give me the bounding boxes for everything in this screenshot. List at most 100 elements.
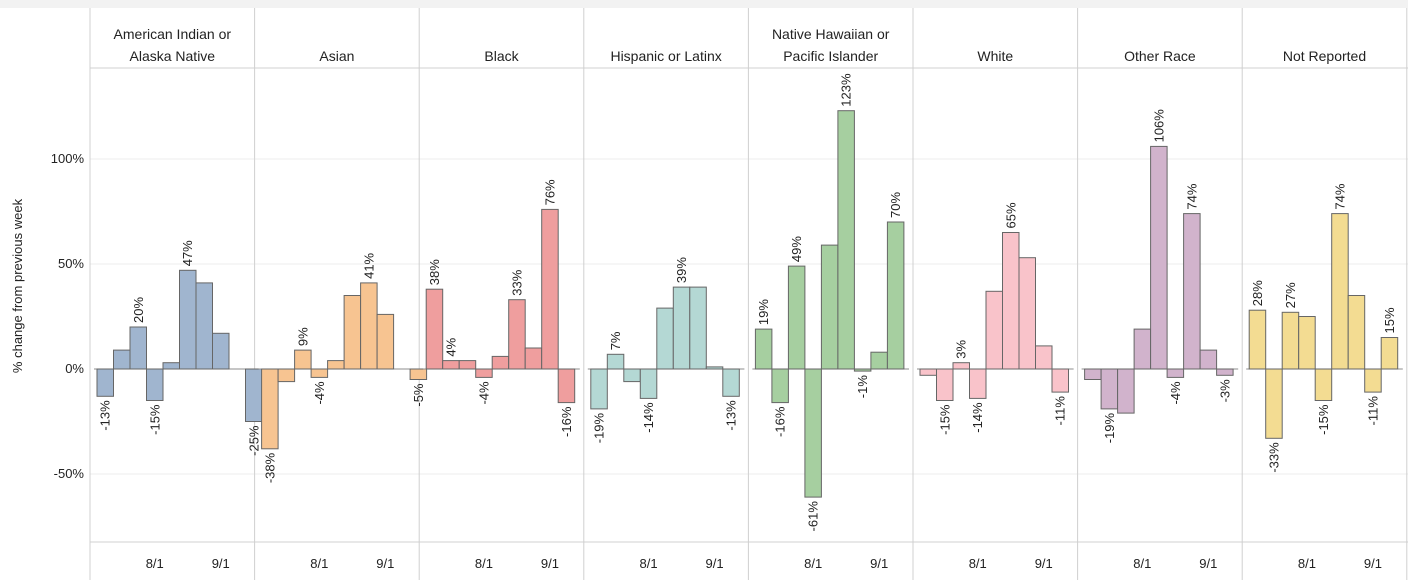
bar: [96, 368, 114, 397]
bar: [1281, 311, 1300, 370]
data-label: 28%: [1250, 280, 1265, 306]
data-label: 7%: [608, 331, 623, 350]
data-label: 76%: [542, 179, 557, 205]
bar: [754, 328, 773, 370]
data-label: -3%: [1217, 379, 1232, 403]
bar: [1100, 368, 1119, 410]
bar: [1380, 337, 1399, 370]
bar: [1117, 368, 1135, 414]
data-label: -4%: [476, 381, 491, 405]
data-label: -25%: [246, 425, 261, 456]
panel-title-line2: Black: [484, 48, 519, 64]
bar: [1183, 213, 1201, 370]
data-label: 41%: [361, 252, 376, 278]
bar: [261, 368, 279, 450]
x-tick-label: 8/1: [804, 556, 822, 571]
data-label: 20%: [131, 297, 146, 323]
bar: [245, 368, 263, 422]
panel-title-line2: Asian: [319, 48, 354, 64]
panel-title-line2: Other Race: [1124, 48, 1196, 64]
data-label: -19%: [1102, 412, 1117, 443]
data-label: 3%: [954, 339, 969, 358]
bar: [212, 332, 230, 370]
data-label: -15%: [1316, 404, 1331, 435]
bar: [113, 349, 131, 370]
bar: [606, 353, 625, 370]
panel-title-line1: American Indian or: [114, 26, 232, 42]
data-label: -13%: [724, 400, 739, 431]
bar: [590, 368, 608, 410]
bar: [804, 368, 822, 498]
x-tick-label: 8/1: [1133, 556, 1151, 571]
bar: [310, 368, 329, 378]
bar: [458, 360, 477, 370]
bar: [327, 360, 345, 370]
bar: [837, 110, 855, 370]
data-label: -15%: [147, 404, 162, 435]
x-tick-label: 8/1: [1298, 556, 1316, 571]
bar: [294, 349, 312, 370]
x-tick-label: 9/1: [1199, 556, 1217, 571]
x-tick-label: 8/1: [310, 556, 328, 571]
data-label: -38%: [262, 452, 277, 483]
panel-title-line1: Native Hawaiian or: [772, 26, 890, 42]
data-label: -61%: [806, 501, 821, 532]
data-label: -11%: [1365, 396, 1380, 426]
x-tick-label: 9/1: [376, 556, 394, 571]
x-tick-label: 9/1: [541, 556, 559, 571]
data-label: -15%: [937, 404, 952, 435]
data-label: 39%: [674, 257, 689, 283]
data-label: 106%: [1151, 109, 1166, 143]
bar: [442, 360, 460, 370]
bar: [1035, 345, 1053, 370]
bar: [705, 366, 724, 370]
bar: [639, 368, 658, 399]
panel-title-line2: Hispanic or Latinx: [610, 48, 721, 64]
data-label: -11%: [1053, 396, 1068, 426]
bar: [1018, 257, 1036, 370]
bar: [1364, 368, 1382, 393]
bar: [985, 290, 1003, 370]
data-label: -5%: [411, 383, 426, 407]
bar: [524, 347, 543, 370]
data-label: -14%: [970, 402, 985, 433]
bar: [1248, 309, 1267, 370]
x-tick-label: 8/1: [640, 556, 658, 571]
data-label: -13%: [98, 400, 113, 431]
bar: [1084, 368, 1102, 380]
x-tick-label: 9/1: [706, 556, 724, 571]
x-tick-label: 9/1: [1364, 556, 1382, 571]
bar: [672, 286, 691, 370]
bar: [1265, 368, 1283, 439]
data-label: -16%: [773, 406, 788, 437]
panel-title-line2: White: [977, 48, 1013, 64]
data-label: -4%: [312, 381, 327, 405]
bar: [1199, 349, 1218, 370]
bar: [1150, 145, 1168, 370]
bar: [491, 355, 510, 370]
bar: [1133, 328, 1152, 370]
data-label: -1%: [855, 375, 870, 399]
bar: [1002, 232, 1020, 370]
data-label: -33%: [1266, 442, 1281, 473]
bar: [1216, 368, 1234, 376]
x-tick-label: 9/1: [212, 556, 230, 571]
bar: [195, 282, 213, 370]
data-label: -14%: [641, 402, 656, 433]
data-label: 33%: [509, 269, 524, 295]
bar: [508, 299, 526, 370]
bar: [870, 351, 888, 370]
data-label: 74%: [1184, 183, 1199, 209]
bar: [787, 265, 806, 370]
data-label: 9%: [295, 327, 310, 346]
bar: [952, 362, 970, 370]
bar: [557, 368, 576, 404]
x-tick-label: 9/1: [1035, 556, 1053, 571]
bar: [409, 368, 428, 380]
panel-title-line2: Pacific Islander: [783, 48, 878, 64]
data-label: 65%: [1003, 202, 1018, 228]
bar: [919, 368, 937, 376]
bar: [360, 282, 378, 370]
data-label: 74%: [1332, 183, 1347, 209]
